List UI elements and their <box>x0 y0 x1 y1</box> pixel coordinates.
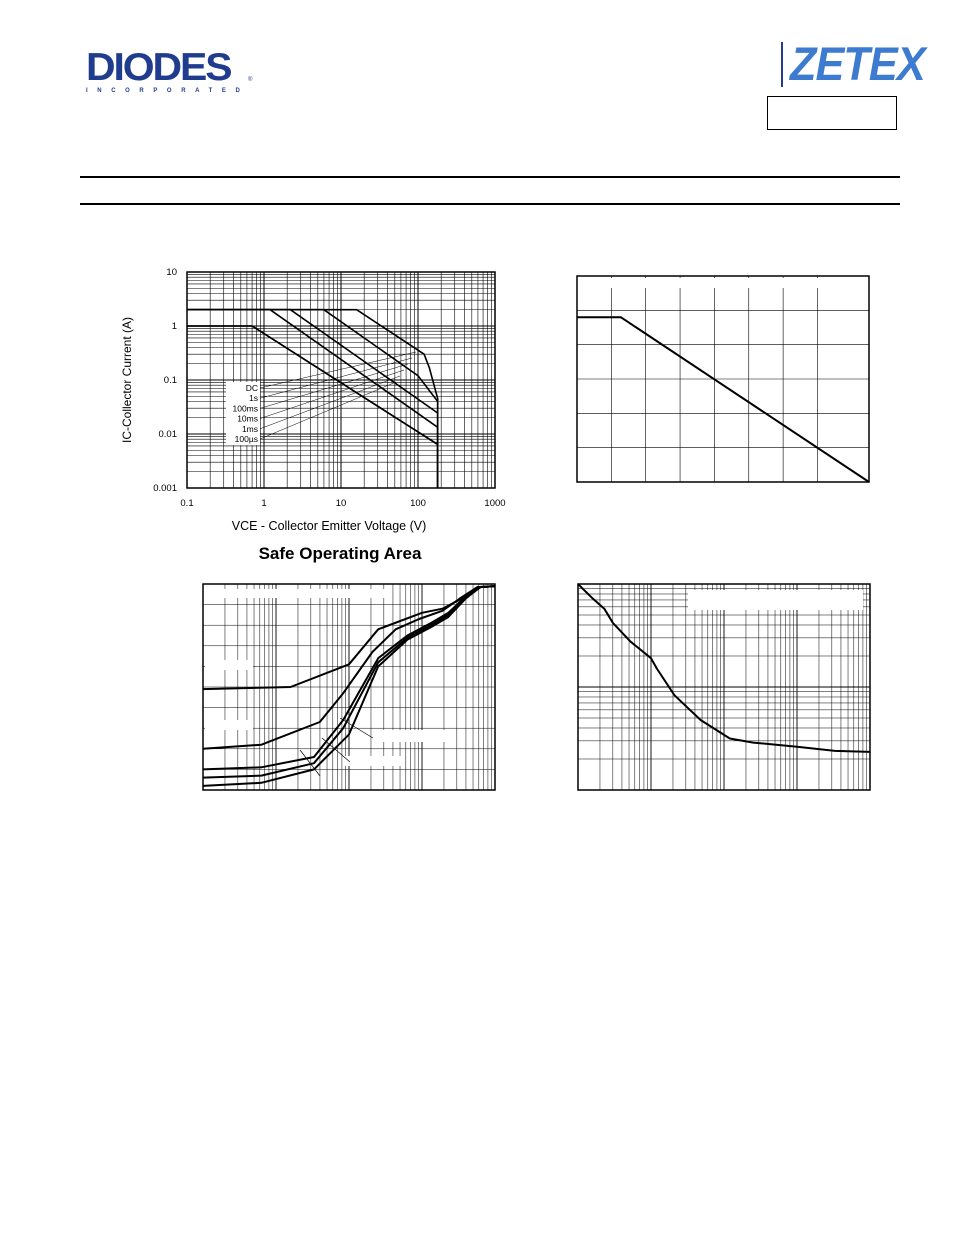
s-curve-plot-frame <box>202 583 496 791</box>
s-curve-label-mask <box>208 589 386 598</box>
soa-legend-label: 100ms <box>232 403 258 413</box>
registered-mark: ® <box>248 77 253 83</box>
header-rule-bottom <box>80 203 900 205</box>
soa-legend-label: 1ms <box>242 424 258 434</box>
derating-grid <box>577 276 869 482</box>
soa-curve-100ms <box>187 308 439 488</box>
c2-curve <box>577 316 870 483</box>
soa-series <box>187 308 439 488</box>
decay-series <box>577 583 871 753</box>
s-curve-series <box>202 585 496 787</box>
diodes-logo: DIODES INCORPORATED <box>86 46 258 98</box>
header-rule-top <box>80 176 900 178</box>
s-curve-leaders <box>299 717 374 777</box>
soa-x-tick-label: 1 <box>261 498 266 509</box>
s-curve-leader <box>299 749 321 777</box>
soa-x-axis-label: VCE - Collector Emitter Voltage (V) <box>232 519 427 533</box>
s-curve-leader <box>321 737 351 763</box>
soa-legend-leader <box>259 381 397 440</box>
soa-x-tick-label: 1000 <box>484 498 505 509</box>
soa-ticks: 0.1 1 10 100 1000 0.001 0.01 0.1 1 10 <box>153 267 505 509</box>
soa-plot-frame <box>186 271 496 489</box>
soa-curve-100µs <box>187 308 439 488</box>
s-curve-label-mask <box>205 660 253 670</box>
zetex-logo-bar <box>781 42 783 87</box>
soa-y-tick-label: 0.001 <box>153 483 177 494</box>
soa-y-tick-label: 1 <box>172 321 177 332</box>
soa-y-axis-label: IC-Collector Current (A) <box>120 317 134 443</box>
derating-series <box>577 316 870 483</box>
decay-label-mask <box>688 590 863 610</box>
s-curve-leader <box>339 717 374 739</box>
diodes-logo-word: DIODES <box>86 46 233 89</box>
diodes-logo-subtitle: INCORPORATED <box>86 88 250 94</box>
decay-grid <box>577 584 870 791</box>
c3-curve <box>202 585 496 787</box>
soa-x-tick-label: 0.1 <box>180 498 193 509</box>
soa-curve-DC <box>187 325 439 488</box>
soa-legend-label: 10ms <box>237 414 258 424</box>
decay-label-masks <box>688 590 863 610</box>
part-number-box <box>767 96 897 130</box>
soa-legend-label: 100µs <box>235 434 258 444</box>
s-curve-label-masks <box>205 589 450 766</box>
derating-label-mask <box>579 278 867 288</box>
c3-curve <box>202 585 496 750</box>
derating-chart <box>576 275 870 483</box>
soa-legend-leader <box>259 357 413 399</box>
c3-curve <box>202 585 496 779</box>
soa-legend-leader <box>259 369 405 419</box>
soa-y-tick-label: 0.1 <box>164 375 177 386</box>
soa-x-tick-label: 10 <box>336 498 347 509</box>
s-curve-label-mask <box>345 756 405 766</box>
soa-curve-1s <box>187 325 439 488</box>
s-curve-chart <box>202 583 496 791</box>
soa-legend-leader <box>259 363 409 409</box>
decay-chart <box>577 583 871 791</box>
decay-plot-frame <box>577 583 871 791</box>
zetex-logo: ZETEX <box>790 37 926 90</box>
soa-y-tick-label: 0.01 <box>159 429 178 440</box>
derating-plot-frame <box>576 275 870 483</box>
soa-legend-bg <box>226 382 260 446</box>
s-curve-label-mask <box>375 730 450 742</box>
soa-grid <box>186 272 495 489</box>
c4-curve <box>577 583 871 753</box>
soa-curve-10ms <box>187 308 439 488</box>
soa-y-tick-label: 10 <box>166 267 177 278</box>
soa-curve-1ms <box>187 308 439 488</box>
soa-chart-title: Safe Operating Area <box>259 544 422 563</box>
soa-x-tick-label: 100 <box>410 498 426 509</box>
soa-legend-label: DC <box>246 383 258 393</box>
soa-legend-label: 1s <box>249 393 258 403</box>
soa-legend-leader <box>259 351 417 389</box>
soa-legend-leader <box>259 375 401 430</box>
s-curve-label-mask <box>205 720 253 730</box>
